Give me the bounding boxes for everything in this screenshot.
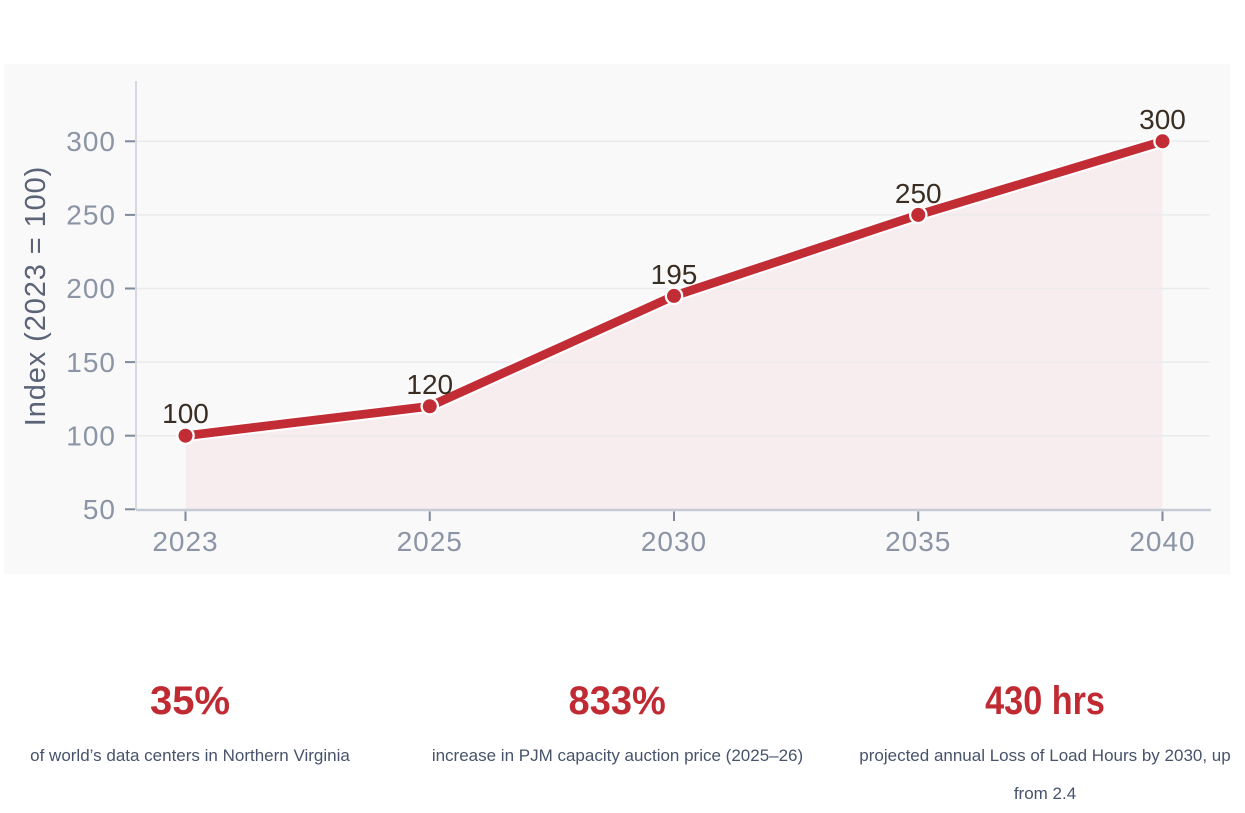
svg-text:2025: 2025: [397, 526, 463, 557]
svg-text:2030: 2030: [641, 526, 707, 557]
svg-text:250: 250: [895, 178, 942, 209]
svg-text:250: 250: [66, 200, 116, 231]
svg-text:195: 195: [651, 259, 698, 290]
svg-text:Index (2023 = 100): Index (2023 = 100): [20, 166, 52, 426]
svg-text:150: 150: [66, 347, 116, 378]
svg-text:100: 100: [162, 398, 209, 429]
svg-text:2035: 2035: [885, 526, 951, 557]
svg-text:200: 200: [66, 273, 116, 304]
svg-text:300: 300: [66, 126, 116, 157]
svg-text:2040: 2040: [1129, 526, 1195, 557]
svg-text:2023: 2023: [152, 526, 218, 557]
svg-text:100: 100: [66, 420, 116, 451]
svg-text:50: 50: [83, 494, 116, 525]
svg-text:300: 300: [1139, 104, 1186, 135]
svg-text:120: 120: [406, 369, 453, 400]
